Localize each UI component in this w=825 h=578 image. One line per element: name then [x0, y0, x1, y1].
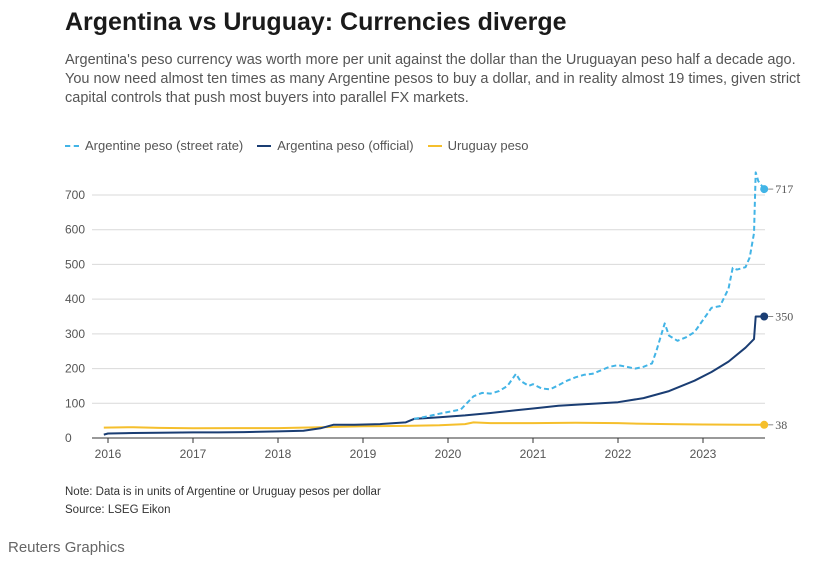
y-tick-label: 500 [65, 257, 85, 271]
label-layer: 38 350 717 [768, 182, 793, 432]
series-line-street-rate [413, 171, 766, 420]
x-tick-label: 2017 [180, 447, 207, 461]
series-line-uruguay [103, 421, 765, 430]
legend-item-official: Argentina peso (official) [257, 138, 414, 153]
end-point-street-rate [760, 185, 769, 194]
end-label-street-rate: 717 [775, 182, 793, 196]
legend-item-uruguay: Uruguay peso [427, 138, 529, 153]
end-label-official: 350 [775, 310, 793, 324]
x-tick-label: 2018 [265, 447, 292, 461]
x-tick-label: 2019 [350, 447, 377, 461]
x-tick-label: 2022 [605, 447, 632, 461]
legend-swatch-uruguay [427, 144, 442, 147]
y-tick-label: 200 [65, 362, 85, 376]
chart-note: Note: Data is in units of Argentine or U… [65, 486, 381, 498]
legend-swatch-street-rate [65, 144, 79, 147]
grid-layer [92, 194, 765, 404]
y-tick-label: 600 [65, 223, 85, 237]
chart-title: Argentina vs Uruguay: Currencies diverge [65, 8, 567, 36]
series-layer [103, 171, 769, 436]
y-tick-label: 700 [65, 188, 85, 202]
x-tick-label: 2016 [95, 447, 122, 461]
x-tick-label: 2020 [435, 447, 462, 461]
x-tick-label: 2021 [520, 447, 547, 461]
series-line-official [103, 315, 765, 436]
end-label-uruguay: 38 [775, 418, 787, 432]
y-tick-label: 0 [65, 431, 72, 445]
legend: Argentine peso (street rate) Argentina p… [65, 138, 529, 153]
chart-source: Source: LSEG Eikon [65, 504, 171, 516]
y-tick-label: 400 [65, 292, 85, 306]
axis-layer: 0 100 200 300 400 500 600 700 2016 2017 2018 2019 20… [65, 188, 765, 461]
y-tick-label: 300 [65, 327, 85, 341]
brand-credit: Reuters Graphics [8, 539, 125, 556]
legend-label-official: Argentina peso (official) [277, 138, 414, 153]
chart-subtitle: Argentina's peso currency was worth more… [65, 52, 801, 106]
legend-swatch-official [257, 144, 272, 147]
end-point-uruguay [760, 420, 769, 429]
x-tick-label: 2023 [690, 447, 717, 461]
legend-label-uruguay: Uruguay peso [447, 138, 529, 153]
end-point-official [760, 312, 769, 321]
legend-label-street-rate: Argentine peso (street rate) [85, 138, 244, 153]
y-tick-label: 100 [65, 396, 85, 410]
legend-item-street-rate: Argentine peso (street rate) [65, 138, 243, 153]
